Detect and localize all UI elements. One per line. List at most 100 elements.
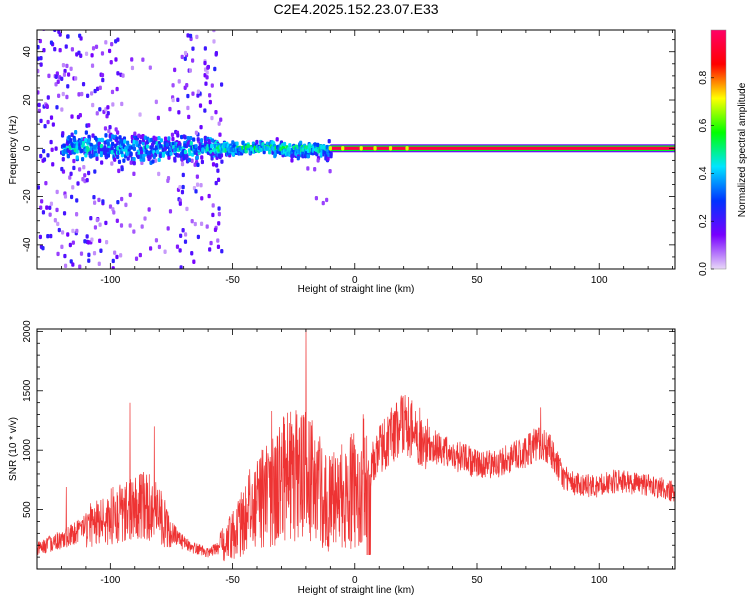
y-tick-label: 1500 bbox=[22, 379, 33, 402]
heatmap-cell bbox=[132, 156, 136, 162]
heatmap-cell bbox=[189, 141, 193, 146]
heatmap-cell bbox=[90, 63, 95, 68]
heatmap-cell bbox=[37, 90, 40, 95]
heatmap-cell bbox=[136, 154, 141, 160]
heatmap-cell bbox=[120, 166, 124, 172]
heatmap-cell bbox=[51, 122, 55, 127]
heatmap-cell bbox=[265, 141, 270, 146]
heatmap-cell bbox=[180, 134, 184, 140]
heatmap-cell bbox=[124, 202, 128, 208]
heatmap-cell bbox=[148, 246, 153, 251]
heatmap-cell bbox=[134, 256, 139, 261]
heatmap-cell bbox=[299, 140, 303, 146]
heatmap-cell bbox=[169, 151, 173, 156]
heatmap-cell bbox=[70, 114, 74, 119]
heatmap-cell bbox=[75, 144, 79, 150]
heatmap-cell bbox=[201, 147, 205, 152]
heatmap-cell bbox=[196, 234, 200, 240]
heatmap-cell bbox=[177, 79, 181, 84]
heatmap-cell bbox=[97, 197, 101, 203]
heatmap-cell bbox=[215, 163, 219, 168]
heatmap-cell bbox=[177, 141, 181, 146]
heatmap-cell bbox=[194, 144, 198, 149]
heatmap-cell bbox=[78, 167, 82, 172]
heatmap-cell bbox=[405, 146, 409, 151]
heatmap-cell bbox=[91, 102, 95, 108]
heatmap-cell bbox=[325, 197, 329, 203]
x-tick-label: -100 bbox=[100, 575, 120, 586]
heatmap-cell bbox=[156, 149, 160, 155]
heatmap-cell bbox=[75, 228, 79, 234]
heatmap-cell bbox=[56, 221, 60, 227]
heatmap-cell bbox=[178, 248, 182, 253]
heatmap-cell bbox=[125, 145, 130, 150]
heatmap-cell bbox=[151, 159, 155, 164]
heatmap-cell bbox=[61, 157, 65, 162]
heatmap-cell bbox=[183, 143, 187, 148]
heatmap-cell bbox=[217, 206, 221, 211]
heatmap-cell bbox=[126, 140, 130, 146]
heatmap-cell bbox=[147, 207, 151, 212]
heatmap-cell bbox=[106, 111, 110, 116]
spectrogram-panel: -100 -50 0 50 100 -40 -20 0 20 40 Height of stra… bbox=[8, 29, 676, 295]
heatmap-cell bbox=[217, 121, 221, 126]
heatmap-cell bbox=[61, 91, 65, 97]
y-tick-label: 2000 bbox=[22, 320, 33, 343]
heatmap-cell bbox=[113, 250, 117, 255]
heatmap-cell bbox=[66, 232, 70, 237]
heatmap-cell bbox=[313, 167, 317, 172]
colorbar-label: Normalized spectral amplitude bbox=[737, 82, 748, 217]
colorbar-tick-label: 0.6 bbox=[698, 118, 709, 132]
heatmap-cell bbox=[186, 105, 190, 111]
heatmap-cell bbox=[81, 81, 86, 87]
heatmap-cell bbox=[196, 89, 201, 94]
x-tick-label: 100 bbox=[591, 275, 608, 286]
heatmap-cell bbox=[55, 105, 59, 110]
heatmap-cell bbox=[45, 103, 49, 108]
heatmap-cell bbox=[41, 210, 46, 215]
heatmap-cell bbox=[200, 159, 205, 165]
heatmap-cell bbox=[132, 171, 136, 177]
heatmap-cell bbox=[80, 91, 84, 97]
heatmap-cell bbox=[120, 101, 124, 107]
heatmap-cell bbox=[135, 140, 139, 145]
heatmap-cell bbox=[196, 162, 200, 168]
heatmap-cell bbox=[154, 136, 158, 142]
heatmap-cell bbox=[49, 139, 53, 145]
heatmap-cell bbox=[99, 143, 104, 149]
heatmap-cell bbox=[216, 244, 221, 250]
heatmap-cell bbox=[74, 130, 78, 135]
snr-plot-area bbox=[37, 329, 675, 569]
x-tick-label: -50 bbox=[225, 575, 240, 586]
heatmap-cell bbox=[180, 189, 185, 195]
heatmap-cell bbox=[203, 46, 207, 51]
heatmap-cell bbox=[138, 139, 142, 145]
heatmap-cell bbox=[111, 141, 115, 147]
heatmap-cell bbox=[89, 216, 93, 221]
heatmap-cell bbox=[60, 244, 64, 250]
heatmap-cell bbox=[42, 157, 47, 162]
heatmap-cell bbox=[175, 244, 180, 249]
heatmap-cell bbox=[140, 224, 144, 229]
x-tick-label: -100 bbox=[100, 275, 120, 286]
heatmap-cell bbox=[211, 203, 215, 208]
heatmap-cell bbox=[117, 168, 121, 174]
heatmap-cell bbox=[56, 251, 60, 257]
heatmap-cell bbox=[39, 118, 43, 124]
heatmap-cell bbox=[95, 111, 99, 116]
heatmap-cell bbox=[53, 218, 57, 223]
heatmap-cell bbox=[72, 165, 76, 171]
heatmap-cell bbox=[207, 193, 211, 199]
heatmap-cell bbox=[190, 152, 195, 157]
heatmap-cell bbox=[98, 222, 102, 227]
heatmap-cell bbox=[100, 51, 105, 56]
heatmap-cell bbox=[129, 160, 133, 165]
heatmap-cell bbox=[206, 65, 210, 70]
heatmap-cell bbox=[84, 153, 88, 158]
heatmap-cell bbox=[204, 81, 208, 86]
heatmap-cell bbox=[177, 110, 181, 115]
heatmap-cell bbox=[78, 264, 82, 269]
heatmap-cell bbox=[100, 160, 104, 165]
heatmap-cell bbox=[47, 73, 51, 79]
